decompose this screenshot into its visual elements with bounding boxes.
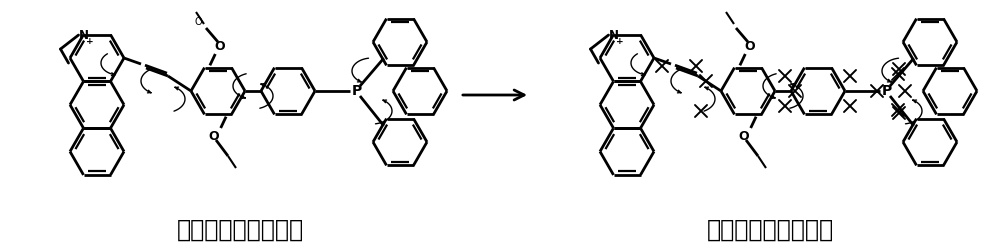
Text: P: P xyxy=(882,84,892,98)
Text: +: + xyxy=(616,37,623,45)
Text: N: N xyxy=(608,29,618,42)
Text: O: O xyxy=(194,17,202,27)
Text: P: P xyxy=(352,84,362,98)
Text: +: + xyxy=(86,37,93,45)
Text: O: O xyxy=(745,39,755,53)
Text: O: O xyxy=(215,39,225,53)
Text: O: O xyxy=(209,129,219,143)
Text: N: N xyxy=(78,29,88,42)
Text: methoxy: methoxy xyxy=(213,11,219,12)
Text: 旋转受限，荧光强烈: 旋转受限，荧光强烈 xyxy=(706,218,834,242)
Text: 机械旋转，荧光微弱: 机械旋转，荧光微弱 xyxy=(176,218,304,242)
Text: O: O xyxy=(739,129,749,143)
